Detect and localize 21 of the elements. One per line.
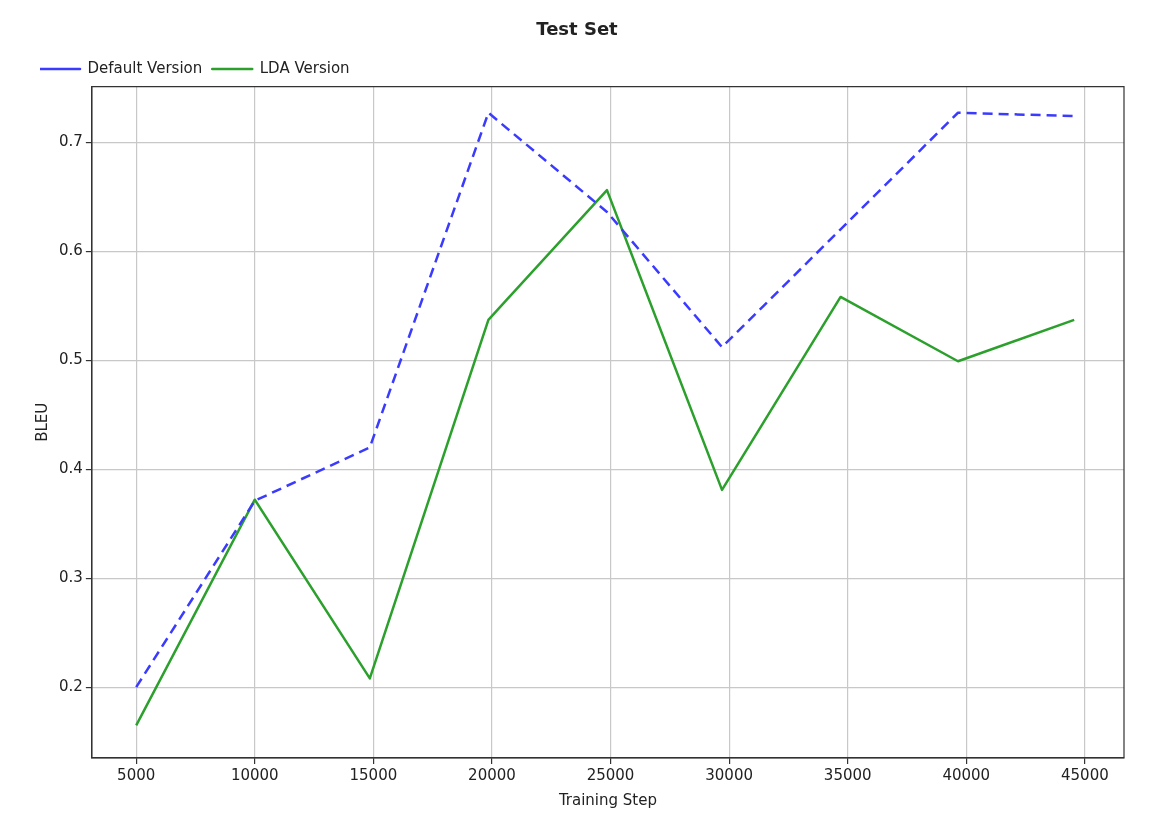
x-tick-label: 20000 (468, 765, 516, 784)
line-series (134, 111, 1076, 689)
chart-title: Test Set (536, 18, 619, 40)
x-tick-label: 45000 (1061, 765, 1109, 784)
y-tick-label: 0.7 (59, 132, 83, 151)
x-tick-label: 15000 (349, 765, 398, 784)
x-tick-label: 40000 (942, 765, 991, 784)
x-tick-label: 25000 (586, 765, 635, 784)
x-tick-label: 30000 (705, 765, 753, 784)
x-axis-title: Training Step (557, 790, 657, 809)
legend-label: Default Version (87, 58, 203, 77)
y-tick-label: 0.3 (59, 568, 83, 587)
y-tick-label: 0.4 (59, 459, 83, 478)
x-tick-label: 35000 (823, 765, 872, 784)
y-axis-title: BLEU (32, 402, 51, 442)
legend-label: LDA Version (259, 58, 350, 77)
y-tick-label: 0.6 (59, 241, 83, 260)
x-tick-label: 10000 (230, 765, 279, 784)
x-tick-label: 5000 (117, 765, 156, 784)
y-tick-label: 0.5 (59, 350, 83, 369)
y-tick-label: 0.2 (59, 677, 83, 696)
